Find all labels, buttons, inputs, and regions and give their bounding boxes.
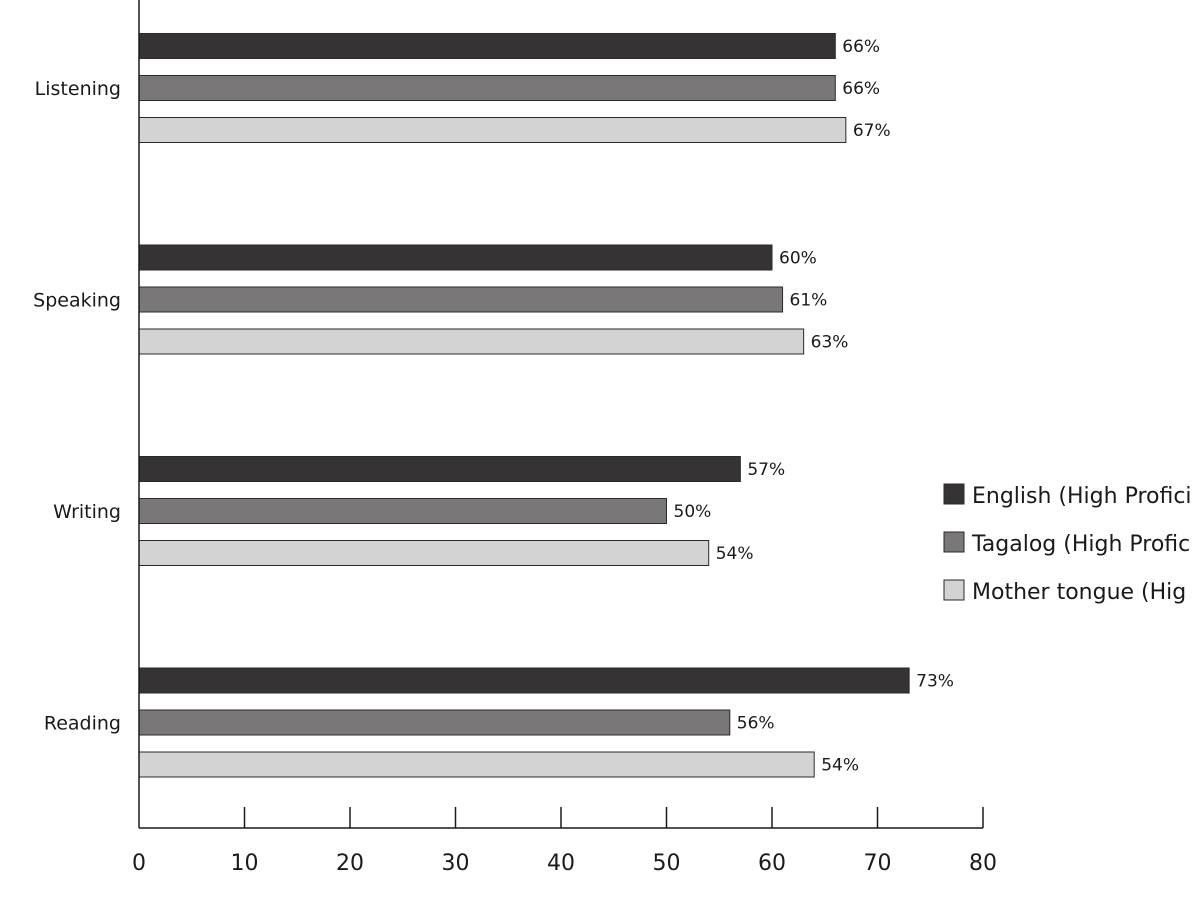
x-tick-label: 20 [336,851,364,876]
x-tick-label: 40 [547,851,575,876]
data-label: 50% [674,502,712,522]
bar-writing-series-0 [138,456,741,482]
data-label: 54% [821,756,859,776]
bar-reading-series-0 [138,667,910,694]
legend-swatch [943,579,965,601]
x-tick-label: 0 [132,851,146,876]
bars-group: 66% 66% 67% 60% 61% 63% 57% 50% 54% 73% 56% 54% [138,33,954,778]
data-label: 54% [716,544,754,564]
data-label: 60% [779,249,817,269]
x-tick-label: 80 [969,851,997,876]
bar-listening-series-1 [138,75,836,101]
x-tick-label: 30 [442,851,470,876]
legend-swatch [943,483,965,505]
category-label: Writing [53,501,121,523]
bar-speaking-series-2 [138,328,805,355]
category-label: Reading [44,713,121,735]
bar-writing-series-2 [138,540,710,566]
bar-speaking-series-0 [138,244,773,271]
legend-label: English (High Profici [972,484,1192,509]
x-tick-label: 70 [864,851,892,876]
data-label: 67% [853,121,891,141]
data-label: 66% [842,37,880,57]
legend-label: Tagalog (High Profic [971,532,1190,557]
x-tick-label: 50 [653,851,681,876]
data-label: 57% [747,460,785,480]
legend-swatch [943,531,965,553]
bar-listening-series-0 [138,33,836,59]
bar-writing-series-1 [138,498,667,524]
data-label: 56% [737,714,775,734]
category-label: Listening [35,78,121,100]
bar-reading-series-1 [138,709,731,736]
data-label: 61% [790,291,828,311]
axes-group: 0 10 20 30 40 50 60 70 80 [132,0,997,876]
legend-label: Mother tongue (Hig [972,580,1186,605]
data-label: 63% [811,333,849,353]
category-label: Speaking [33,290,121,312]
data-label: 66% [842,79,880,99]
legend: English (High Profici Tagalog (High Profi… [943,483,1192,605]
x-tick-label: 10 [231,851,259,876]
bar-speaking-series-1 [138,286,784,313]
data-label: 73% [916,672,954,692]
category-labels: Listening Speaking Writing Reading [33,78,121,735]
x-tick-label: 60 [758,851,786,876]
bar-listening-series-2 [138,117,847,143]
bar-reading-series-2 [138,751,815,778]
